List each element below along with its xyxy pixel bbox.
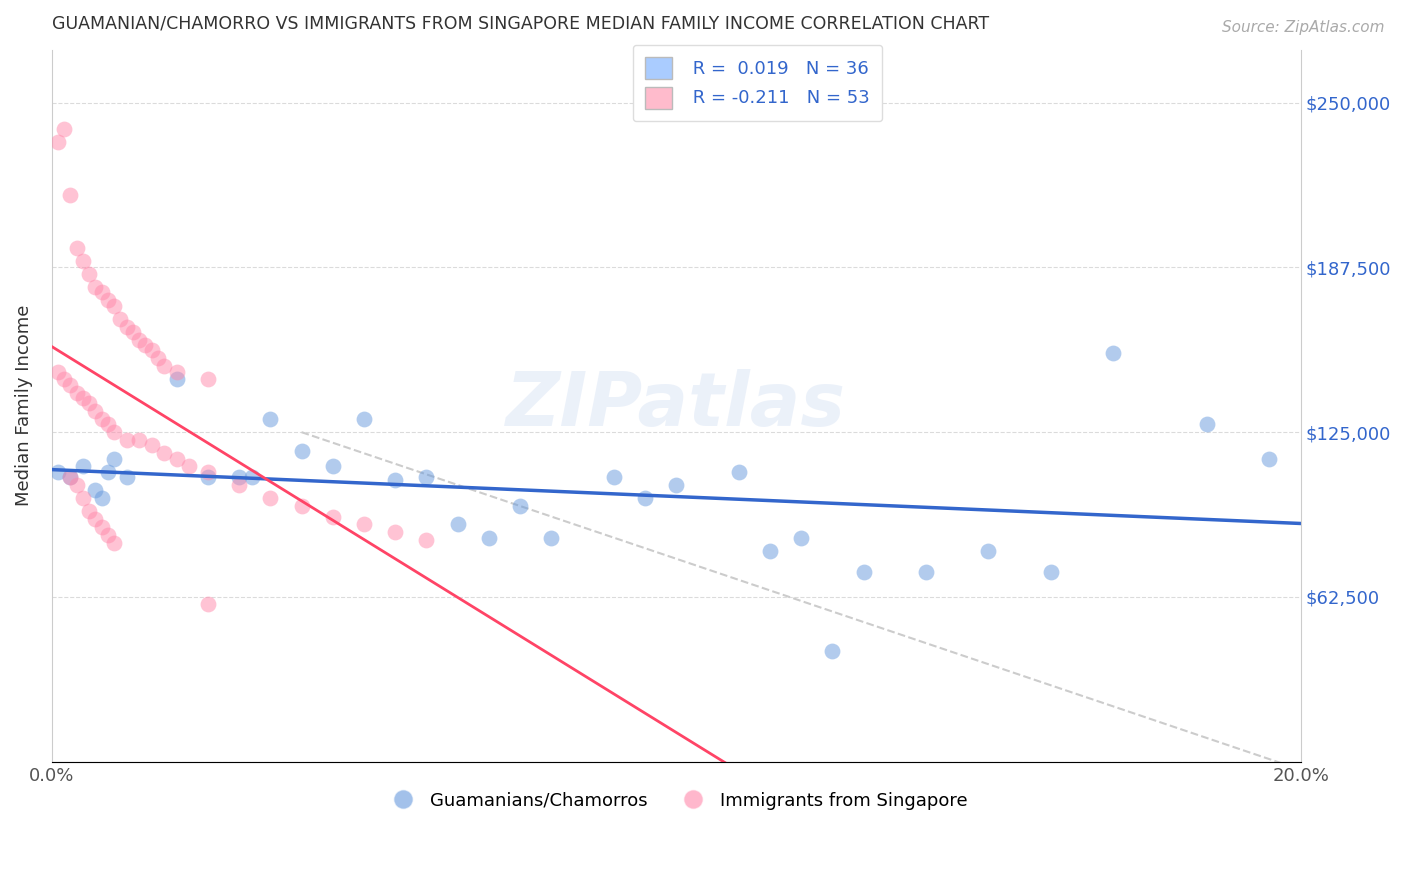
Text: ZIPatlas: ZIPatlas [506,369,846,442]
Point [115,319,138,334]
Point [197,470,219,484]
Point [353,412,375,426]
Point [90,491,112,505]
Point [540,531,562,545]
Point [53,122,76,136]
Legend: Guamanians/Chamorros, Immigrants from Singapore: Guamanians/Chamorros, Immigrants from Si… [378,784,974,817]
Point [141,343,163,358]
Point [66,241,89,255]
Point [259,491,281,505]
Point [228,470,250,484]
Point [915,565,938,579]
Point [115,433,138,447]
Point [72,391,94,405]
Point [166,372,188,386]
Point [77,504,100,518]
Point [146,351,169,366]
Point [509,499,531,513]
Point [290,499,312,513]
Point [1195,417,1218,432]
Point [72,253,94,268]
Point [353,517,375,532]
Point [1258,451,1281,466]
Point [759,544,782,558]
Point [128,433,150,447]
Point [46,135,69,149]
Point [122,325,145,339]
Point [90,520,112,534]
Text: GUAMANIAN/CHAMORRO VS IMMIGRANTS FROM SINGAPORE MEDIAN FAMILY INCOME CORRELATION: GUAMANIAN/CHAMORRO VS IMMIGRANTS FROM SI… [52,15,988,33]
Point [97,293,120,308]
Point [141,438,163,452]
Point [134,338,156,352]
Point [72,459,94,474]
Point [97,528,120,542]
Y-axis label: Median Family Income: Median Family Income [15,305,32,507]
Point [197,597,219,611]
Text: Source: ZipAtlas.com: Source: ZipAtlas.com [1222,20,1385,35]
Point [97,465,120,479]
Point [84,280,107,294]
Point [821,644,844,658]
Point [59,470,82,484]
Point [240,470,263,484]
Point [46,465,69,479]
Point [977,544,1000,558]
Point [115,470,138,484]
Point [166,365,188,379]
Point [322,459,344,474]
Point [103,451,125,466]
Point [478,531,501,545]
Point [59,470,82,484]
Point [77,396,100,410]
Point [46,365,69,379]
Point [90,412,112,426]
Point [228,478,250,492]
Point [59,187,82,202]
Point [290,443,312,458]
Point [384,473,406,487]
Point [103,425,125,439]
Point [446,517,468,532]
Point [415,470,437,484]
Point [790,531,813,545]
Point [66,385,89,400]
Point [197,372,219,386]
Point [603,470,626,484]
Point [84,512,107,526]
Point [1039,565,1062,579]
Point [110,311,132,326]
Point [77,267,100,281]
Point [166,451,188,466]
Point [852,565,875,579]
Point [415,533,437,548]
Point [84,483,107,498]
Point [103,299,125,313]
Point [727,465,749,479]
Point [322,509,344,524]
Point [90,285,112,300]
Point [72,491,94,505]
Point [84,404,107,418]
Point [128,333,150,347]
Point [97,417,120,432]
Point [66,478,89,492]
Point [384,525,406,540]
Point [179,459,201,474]
Point [634,491,657,505]
Point [153,446,176,460]
Point [665,478,688,492]
Point [197,465,219,479]
Point [153,359,176,374]
Point [1102,346,1125,360]
Point [259,412,281,426]
Point [59,377,82,392]
Point [103,536,125,550]
Point [53,372,76,386]
